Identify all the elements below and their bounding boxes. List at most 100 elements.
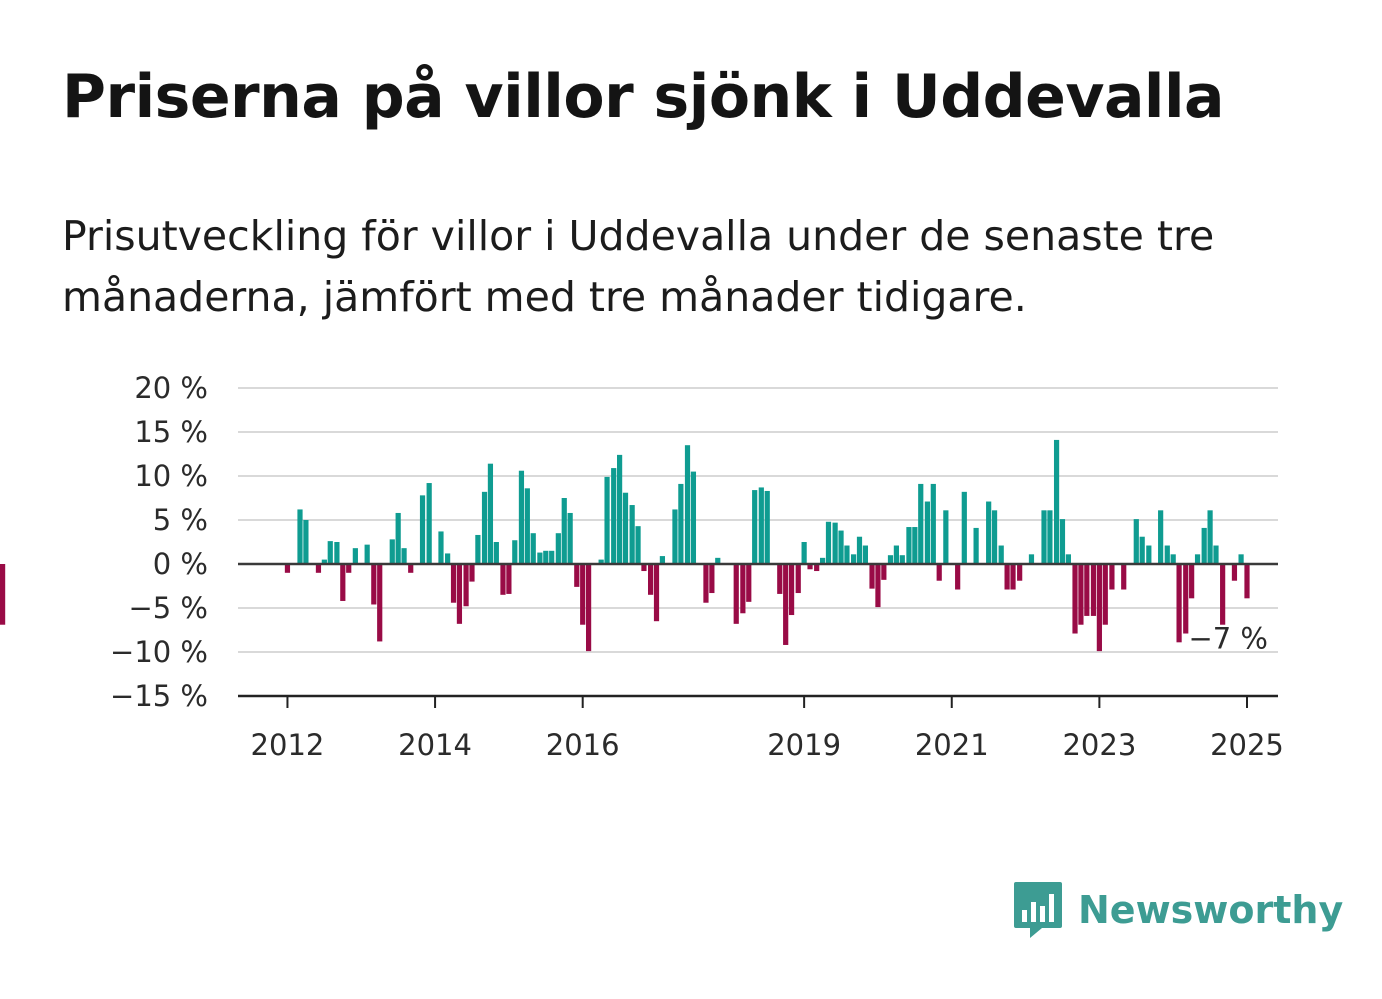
bar	[629, 505, 635, 564]
bar	[1238, 554, 1244, 564]
bar	[943, 510, 949, 564]
bar	[899, 555, 905, 564]
bar	[924, 501, 930, 564]
bar	[659, 556, 666, 564]
bar	[401, 548, 407, 564]
bar	[955, 564, 961, 590]
bar	[653, 564, 660, 622]
x-tick-label: 2014	[398, 728, 472, 762]
bars	[0, 439, 1250, 652]
bar	[684, 445, 691, 564]
bar	[1189, 564, 1195, 599]
x-tick-label: 2023	[1062, 728, 1136, 762]
y-tick-label: −5 %	[128, 591, 208, 625]
bar	[986, 501, 992, 564]
bar	[788, 564, 795, 616]
bar	[438, 531, 444, 564]
bar	[733, 564, 739, 624]
bar	[783, 564, 789, 645]
bar	[1164, 545, 1170, 564]
bar	[1183, 564, 1189, 634]
chart-subtitle: Prisutveckling för villor i Uddevalla un…	[62, 212, 1215, 321]
bar	[487, 463, 494, 564]
bar	[1201, 527, 1207, 564]
bar	[1010, 564, 1016, 590]
chart-title: Priserna på villor sjönk i Uddevalla	[62, 62, 1225, 132]
bar	[648, 564, 654, 595]
bar	[284, 564, 291, 573]
bar	[450, 564, 457, 603]
bar	[930, 483, 936, 564]
bar	[493, 542, 499, 564]
bar	[795, 564, 801, 594]
bar	[1146, 545, 1152, 564]
bar	[875, 564, 881, 608]
bar	[1041, 510, 1047, 564]
bar	[1176, 564, 1182, 643]
bar	[709, 564, 715, 594]
bar-chart: 20 % 15 % 10 % 5 % 0 % −5 % −10 % −15 % 2012 2014…	[0, 371, 1284, 762]
bar	[862, 545, 868, 564]
bar	[408, 564, 414, 573]
bar	[850, 554, 857, 564]
bar	[1158, 510, 1164, 564]
bar	[672, 509, 678, 564]
y-tick-label: 5 %	[153, 503, 208, 537]
tick-labels: 20 % 15 % 10 % 5 % 0 % −5 % −10 % −15 % 2012 2014…	[110, 371, 1284, 762]
bar	[1102, 564, 1108, 625]
bar	[715, 557, 721, 564]
bar	[832, 522, 838, 564]
bar	[838, 530, 844, 564]
y-tick-label: −10 %	[110, 635, 208, 669]
bar	[1090, 564, 1097, 616]
bar	[1084, 564, 1090, 616]
bar	[530, 533, 536, 564]
bar	[1047, 510, 1053, 564]
axes	[238, 562, 1278, 708]
bar	[1065, 554, 1071, 564]
bar	[973, 527, 979, 564]
x-tick-label: 2021	[915, 728, 989, 762]
bar	[961, 491, 967, 564]
bar	[819, 557, 826, 564]
bar	[881, 564, 887, 580]
bar	[586, 564, 592, 652]
bar	[371, 564, 377, 605]
bar	[635, 526, 641, 564]
bar	[598, 559, 604, 564]
bar	[561, 498, 567, 564]
bar	[426, 483, 432, 564]
bar	[703, 564, 709, 603]
bar	[869, 564, 875, 589]
bar	[906, 527, 912, 564]
x-tick-label: 2025	[1210, 728, 1284, 762]
bar	[1004, 564, 1010, 590]
bar	[1220, 564, 1226, 625]
newsworthy-logo-icon	[1014, 882, 1062, 938]
bar	[758, 487, 764, 564]
bar	[740, 564, 746, 614]
bar	[1213, 545, 1219, 564]
last-value-label: −7 %	[1188, 622, 1268, 656]
x-tick-label: 2019	[767, 728, 841, 762]
bar	[506, 564, 512, 594]
x-tick-label: 2016	[546, 728, 620, 762]
bar	[752, 490, 758, 564]
bar	[912, 527, 918, 564]
bar	[377, 564, 383, 642]
bar	[746, 564, 752, 602]
bar	[567, 512, 573, 564]
bar	[395, 512, 401, 564]
bar	[1109, 564, 1115, 590]
bar	[604, 476, 610, 564]
bar	[543, 550, 549, 564]
bar	[1028, 554, 1035, 564]
bar	[825, 521, 832, 564]
bar	[1072, 564, 1078, 634]
bar	[297, 509, 303, 564]
brand-name: Newsworthy	[1078, 888, 1344, 932]
bar	[1244, 564, 1250, 599]
bar	[481, 491, 488, 564]
bar	[690, 471, 697, 564]
bar	[887, 555, 894, 564]
